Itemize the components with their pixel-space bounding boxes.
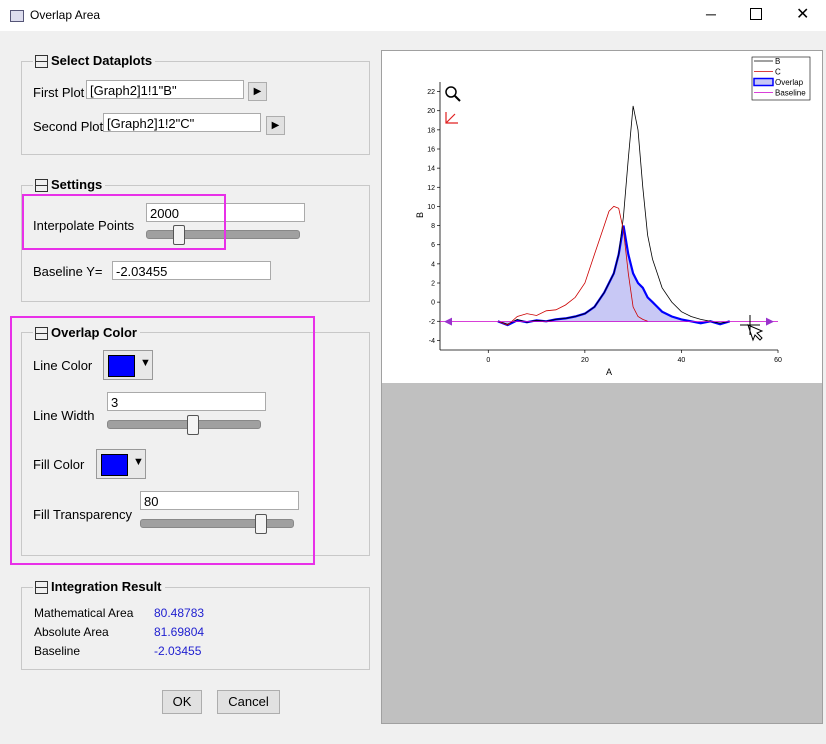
y-tick-label: 22 [427,89,435,96]
axes-icon [445,112,458,124]
group-title[interactable]: Settings [33,177,106,192]
legend-label: B [775,57,780,66]
zoom-icon [445,86,457,98]
arrow-button[interactable]: ▶ [266,116,285,135]
cursor-icon [740,315,764,342]
y-axis-label: B [415,212,425,218]
window-title: Overlap Area [30,8,101,22]
baseline-input[interactable]: -2.03455 [112,261,271,280]
arrow-button[interactable]: ▶ [248,82,267,101]
y-tick-label: 6 [431,242,435,249]
slider-thumb[interactable] [173,225,185,245]
legend-swatch [753,77,774,87]
result-value: 81.69804 [154,625,205,639]
label: Line Width [33,408,95,423]
transparency-input[interactable]: 80 [140,491,299,510]
slider-track[interactable] [140,519,294,528]
y-tick-label: 18 [427,127,435,134]
slider-thumb[interactable] [187,415,199,435]
label: First Plot [33,85,85,100]
y-tick-label: 2 [431,281,435,288]
fill-color-button[interactable]: ▼ [96,449,146,479]
y-tick-label: 16 [427,147,435,154]
y-tick-label: 8 [431,223,435,230]
title-bar: Overlap Area ─ ✕ [0,0,826,31]
baseline-handle [766,317,774,326]
second-plot-input[interactable]: [Graph2]1!2"C" [103,113,261,132]
group-box [21,587,370,670]
ok-button[interactable]: OK [162,690,202,714]
first-plot-input[interactable]: [Graph2]1!1"B" [86,80,244,99]
x-tick-label: 40 [678,357,686,364]
zoom-icon [454,95,461,102]
close[interactable]: ✕ [796,6,810,23]
label: Baseline Y= [33,264,103,279]
y-tick-label: 14 [427,166,435,173]
label: Fill Transparency [33,507,132,522]
maximize[interactable] [750,8,762,20]
slider-track[interactable] [107,420,261,429]
line-width-input[interactable]: 3 [107,392,266,411]
x-tick-label: 0 [486,357,490,364]
slider-track[interactable] [146,230,300,239]
legend-label: Overlap [775,78,804,87]
cancel-button[interactable]: Cancel [217,690,280,714]
result-value: 80.48783 [154,606,205,620]
result-label: Mathematical Area [34,606,134,620]
y-tick-label: -2 [429,319,435,326]
x-axis-label: A [606,367,612,377]
series-line [497,205,648,326]
group-box [21,185,370,302]
y-tick-label: 12 [427,185,435,192]
group-title[interactable]: Overlap Color [33,325,140,340]
group-box [21,61,370,155]
y-tick-label: 4 [431,261,435,268]
y-tick-label: 0 [431,300,435,307]
y-tick-label: 20 [427,108,435,115]
y-tick-label: -4 [429,338,435,345]
highlight [10,316,315,565]
label: Fill Color [33,457,85,472]
x-tick-label: 60 [774,357,782,364]
y-tick-label: 10 [427,204,435,211]
result-label: Absolute Area [34,625,109,639]
result-label: Baseline [34,644,81,658]
slider-thumb[interactable] [255,514,267,534]
app-icon [10,10,24,22]
label: Second Plot [33,119,104,134]
group-title[interactable]: Select Dataplots [33,53,156,68]
label: Interpolate Points [33,218,135,233]
legend-label: Baseline [775,89,806,98]
baseline-handle [444,317,452,326]
result-value: -2.03455 [154,644,202,658]
label: Line Color [33,358,93,373]
minimize[interactable]: ─ [706,6,716,22]
x-tick-label: 20 [581,357,589,364]
line-color-button[interactable]: ▼ [103,350,153,380]
group-box [21,332,370,556]
highlight [22,194,226,250]
legend-label: C [775,68,781,77]
group-title[interactable]: Integration Result [33,579,165,594]
